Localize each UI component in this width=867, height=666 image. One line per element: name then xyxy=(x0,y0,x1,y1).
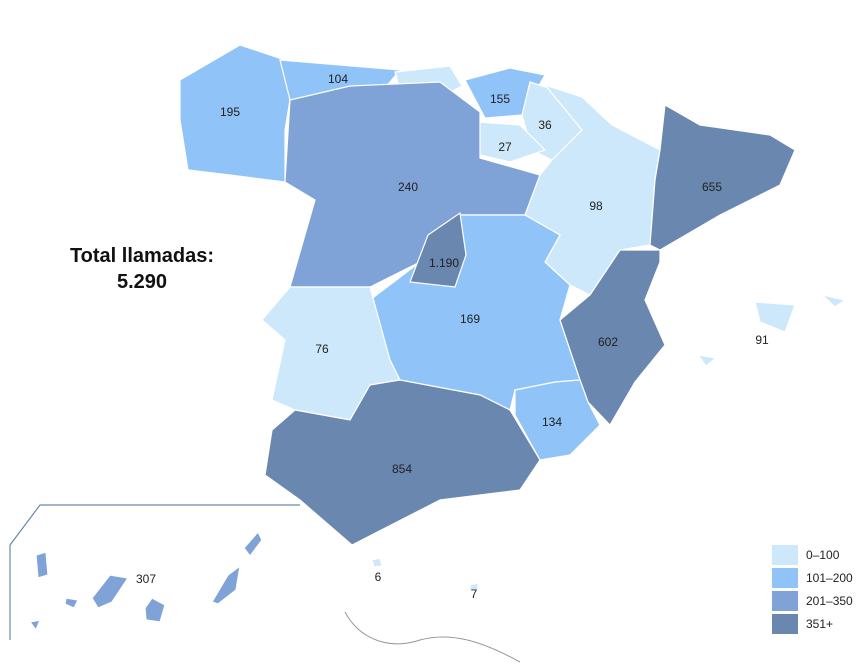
region-label: 307 xyxy=(136,572,156,586)
region xyxy=(35,551,49,579)
region-label: 98 xyxy=(589,199,603,213)
region-label: 602 xyxy=(598,335,618,349)
legend-swatch xyxy=(772,591,798,611)
region-label: 854 xyxy=(392,462,412,476)
region xyxy=(819,293,847,308)
legend-swatch xyxy=(772,614,798,634)
legend-label: 101–200 xyxy=(806,571,853,585)
region xyxy=(211,564,241,605)
region xyxy=(649,104,796,251)
coast xyxy=(344,611,521,663)
region-label: 155 xyxy=(490,92,510,106)
region xyxy=(524,83,661,296)
region-label: 91 xyxy=(755,333,769,347)
region xyxy=(28,619,41,632)
region-label: 134 xyxy=(542,415,562,429)
region xyxy=(559,249,666,426)
region xyxy=(469,582,479,591)
legend-label: 351+ xyxy=(806,617,833,631)
region-label: 36 xyxy=(538,118,552,132)
region xyxy=(754,301,796,333)
region-label: 6 xyxy=(375,570,382,584)
inset-border xyxy=(9,504,300,546)
region xyxy=(371,557,383,568)
region xyxy=(64,597,79,609)
total-label: Total llamadas: xyxy=(70,245,214,267)
region xyxy=(243,530,263,557)
region-label: 1.190 xyxy=(429,256,459,270)
region xyxy=(696,354,718,367)
region-label: 27 xyxy=(498,140,512,154)
region xyxy=(264,379,541,546)
total-value: 5.290 xyxy=(117,271,167,293)
region-label: 104 xyxy=(328,72,348,86)
region-label: 7 xyxy=(471,587,478,601)
region xyxy=(144,597,166,623)
region-label: 169 xyxy=(460,312,480,326)
region-label: 240 xyxy=(398,180,418,194)
legend-label: 201–350 xyxy=(806,594,853,608)
legend-swatch xyxy=(772,545,798,565)
region xyxy=(91,574,130,609)
region-label: 655 xyxy=(702,180,722,194)
region-label: 76 xyxy=(315,342,329,356)
region xyxy=(409,211,467,288)
legend-swatch xyxy=(772,568,798,588)
region xyxy=(179,44,291,183)
region-label: 195 xyxy=(220,105,240,119)
legend-label: 0–100 xyxy=(806,548,840,562)
